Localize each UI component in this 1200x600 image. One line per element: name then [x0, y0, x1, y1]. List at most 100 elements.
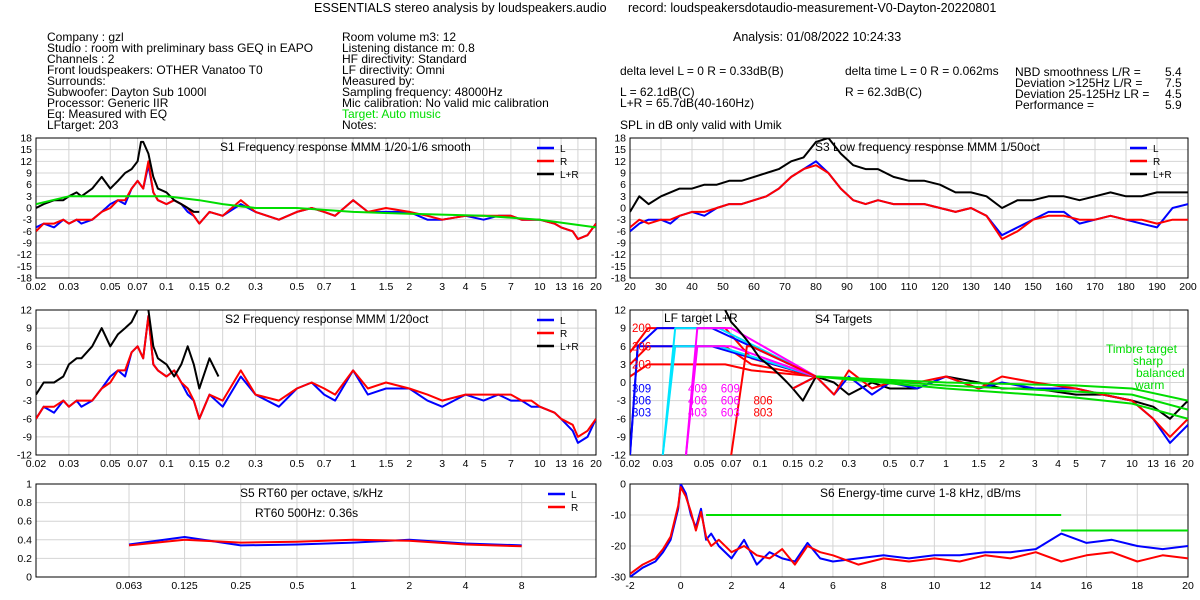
x-tick-label: 0.2: [809, 458, 824, 470]
series-group: [630, 138, 1188, 241]
x-tick-label: 110: [901, 281, 918, 293]
y-tick-label: -9: [617, 238, 626, 250]
chart-title: S3 Low frequency response MMM 1/50oct: [815, 140, 1040, 154]
x-tick-label: 0.7: [317, 458, 332, 470]
x-tick-label: 1: [943, 458, 949, 470]
info-line: Channels : 2: [47, 52, 115, 66]
legend-label: L+R: [560, 170, 579, 181]
y-tick-label: 18: [614, 133, 626, 145]
x-tick-label: 0.1: [159, 458, 174, 470]
series-line-L: [36, 164, 596, 241]
x-tick-label: 20: [1182, 580, 1194, 592]
plot-frame: [629, 137, 1189, 279]
target-code-label: 406: [688, 396, 707, 408]
x-tick-label: 2: [406, 281, 412, 293]
target-code-label: 303: [632, 408, 651, 420]
x-tick-label: 10: [929, 580, 941, 592]
y-tick-label: 12: [20, 305, 32, 317]
x-tick-label: 1.5: [379, 281, 394, 293]
series-line-curve: [630, 345, 817, 455]
y-tick-label: 12: [20, 156, 32, 168]
x-tick-label: 0.5: [290, 580, 305, 592]
series-line-L+R: [36, 310, 220, 396]
series-line-L+R: [630, 138, 1188, 213]
metric-value: 5.9: [1165, 98, 1182, 112]
x-tick-label: 7: [508, 281, 514, 293]
y-tick-label: -20: [611, 541, 626, 553]
x-tick-label: 70: [779, 281, 791, 293]
x-tick-label: 5: [1073, 458, 1079, 470]
series-line-L: [630, 484, 1188, 577]
y-tick-label: -30: [611, 572, 626, 584]
x-tick-label: -2: [625, 580, 634, 592]
y-tick-label: -6: [23, 413, 32, 425]
x-tick-label: 0.02: [26, 281, 47, 293]
x-tick-label: 60: [748, 281, 760, 293]
timbre-label: Timbre target: [1106, 342, 1178, 356]
x-tick-label: 4: [779, 580, 785, 592]
y-tick-label: -3: [617, 214, 626, 226]
x-tick-label: 0.05: [100, 458, 121, 470]
y-tick-label: 0.2: [17, 553, 32, 565]
x-tick-label: 130: [962, 281, 980, 293]
x-tick-label: 0.03: [59, 281, 80, 293]
x-tick-label: 0.5: [883, 458, 898, 470]
y-tick-label: 3: [26, 359, 32, 371]
x-tick-label: 10: [534, 281, 546, 293]
y-tick-label: 6: [620, 179, 626, 191]
x-tick-label: 20: [590, 458, 602, 470]
x-tick-label: 0.063: [116, 580, 142, 592]
x-tick-label: 5: [481, 281, 487, 293]
legend-label: R: [560, 157, 567, 168]
y-tick-label: 18: [20, 133, 32, 145]
rt60-annotation: RT60 500Hz: 0.36s: [255, 506, 358, 520]
chart-title: S5 RT60 per octave, s/kHz: [240, 486, 383, 500]
x-tick-label: 3: [439, 281, 445, 293]
y-tick-label: -18: [611, 273, 626, 285]
y-tick-label: 9: [26, 323, 32, 335]
series-line-warm: [815, 375, 1188, 420]
series-line-curve: [792, 375, 1188, 444]
metric-label: NBD smoothness L/R =: [1015, 65, 1141, 79]
target-label: Target: Auto music: [342, 107, 441, 121]
x-tick-label: 4: [1055, 458, 1061, 470]
x-tick-label: 1: [350, 281, 356, 293]
y-tick-label: -9: [617, 431, 626, 443]
y-tick-label: 0: [620, 479, 626, 491]
chart-s5: 0.063 0.125 0.25 0.5 1 2 4 8 0 0.2 0.4 0.6 0.8 1 S5 RT…: [17, 479, 597, 592]
x-tick-label: 0.03: [653, 458, 674, 470]
x-tick-label: 80: [810, 281, 822, 293]
info-line: Front loudspeakers: OTHER Vanatoo T0: [47, 63, 263, 77]
x-tick-label: 14: [1030, 580, 1042, 592]
legend-label: L: [560, 316, 566, 327]
x-tick-label: 10: [1126, 458, 1138, 470]
plot-frame: [35, 483, 597, 578]
series-line-curve: [685, 327, 817, 455]
x-tick-label: 3: [439, 458, 445, 470]
target-code-label: 206: [632, 341, 651, 353]
x-tick-label: 30: [655, 281, 667, 293]
y-tick-label: -3: [617, 395, 626, 407]
chart-title: S1 Frequency response MMM 1/20-1/6 smoot…: [220, 140, 471, 154]
x-tick-label: 180: [1117, 281, 1135, 293]
x-tick-label: 0.2: [215, 458, 230, 470]
y-tick-label: -12: [17, 249, 32, 261]
x-tick-label: 2: [999, 458, 1005, 470]
x-tick-label: 1: [350, 580, 356, 592]
series-line-R: [630, 164, 1188, 241]
x-tick-label: 0.15: [783, 458, 804, 470]
plot-frame: [35, 309, 597, 456]
x-tick-label: 0.02: [620, 458, 641, 470]
x-tick-label: 0.3: [248, 281, 263, 293]
y-tick-label: 3: [620, 191, 626, 203]
x-tick-label: 50: [717, 281, 729, 293]
x-tick-label: 120: [931, 281, 949, 293]
timbre-label: warm: [1134, 378, 1164, 392]
y-tick-label: -9: [23, 238, 32, 250]
chart-s4: 0.02 0.03 0.05 0.07 0.1 0.15 0.2 0.3 0.5 0.7 1 1.5 2…: [611, 305, 1194, 471]
x-tick-label: 13: [555, 458, 567, 470]
x-tick-label: 1.5: [971, 458, 986, 470]
x-tick-label: 7: [508, 458, 514, 470]
y-tick-label: 12: [614, 156, 626, 168]
